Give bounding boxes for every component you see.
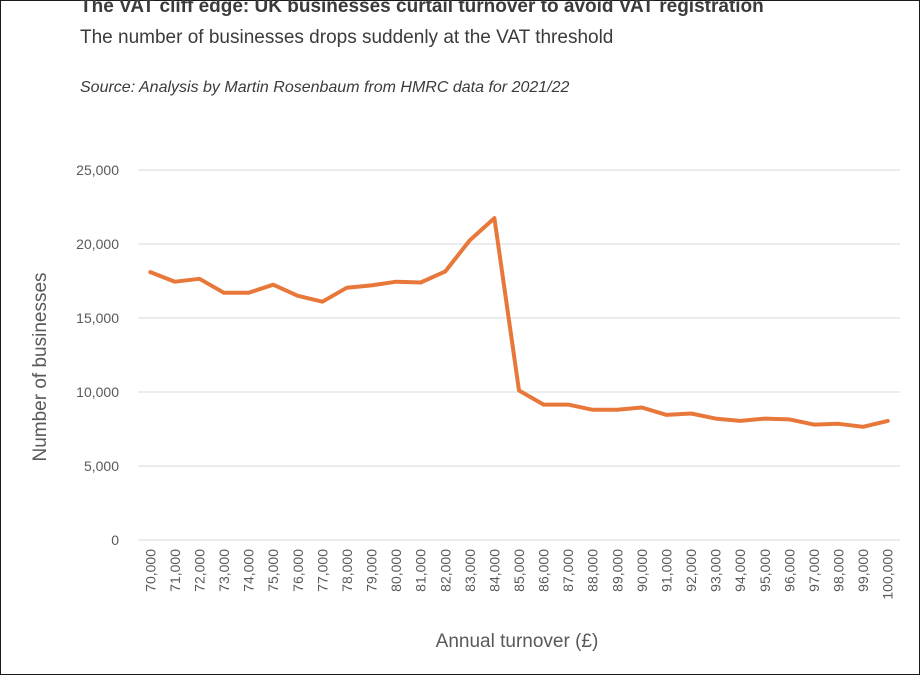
gridlines [138, 169, 900, 541]
x-tick-label: 71,000 [167, 549, 183, 592]
series-layer [148, 216, 890, 429]
series-line [148, 216, 890, 429]
data-point [419, 280, 423, 284]
data-point [197, 277, 201, 281]
data-point [837, 422, 841, 426]
y-tick-label: 5,000 [84, 458, 119, 474]
x-tick-label: 83,000 [462, 549, 478, 592]
y-tick-label: 15,000 [76, 310, 119, 326]
x-tick-label: 94,000 [732, 549, 748, 592]
x-tick-label: 78,000 [339, 549, 355, 592]
y-tick-label: 25,000 [76, 162, 119, 178]
data-point [443, 269, 447, 273]
x-tick-label: 80,000 [388, 549, 404, 592]
x-tick-label: 90,000 [634, 549, 650, 592]
x-tick-label: 98,000 [831, 549, 847, 592]
x-tick-label: 100,000 [880, 549, 896, 600]
data-point [271, 283, 275, 287]
data-point [296, 294, 300, 298]
data-point [320, 300, 324, 304]
x-tick-label: 75,000 [265, 549, 281, 592]
x-tick-label: 91,000 [658, 549, 674, 592]
x-axis-ticks: 70,000 71,000 72,000 73,000 74,000 75,000 76,0… [142, 549, 895, 600]
data-point [468, 238, 472, 242]
x-tick-label: 87,000 [560, 549, 576, 592]
data-point [689, 411, 693, 415]
chart-title: The VAT cliff edge: UK businesses curtai… [80, 0, 764, 17]
data-point [664, 413, 668, 417]
data-point [763, 417, 767, 421]
y-tick-label: 20,000 [76, 236, 119, 252]
chart-source: Source: Analysis by Martin Rosenbaum fro… [80, 79, 570, 96]
data-point [542, 403, 546, 407]
data-point [566, 403, 570, 407]
data-point [640, 406, 644, 410]
x-tick-label: 85,000 [511, 549, 527, 592]
x-tick-label: 95,000 [757, 549, 773, 592]
data-point [173, 280, 177, 284]
data-point [148, 270, 152, 274]
x-tick-label: 73,000 [216, 549, 232, 592]
data-point [591, 408, 595, 412]
x-tick-label: 70,000 [142, 549, 158, 592]
x-axis-title: Annual turnover (£) [436, 631, 599, 652]
data-point [222, 291, 226, 295]
chart-subtitle: The number of businesses drops suddenly … [80, 27, 614, 48]
data-point [886, 419, 890, 423]
y-axis-ticks: 0 5,000 10,000 15,000 20,000 25,000 [76, 162, 119, 548]
x-tick-label: 96,000 [781, 549, 797, 592]
data-point [812, 423, 816, 427]
x-tick-label: 72,000 [191, 549, 207, 592]
data-point [517, 389, 521, 393]
y-tick-label: 10,000 [76, 384, 119, 400]
x-tick-label: 82,000 [437, 549, 453, 592]
data-point [370, 283, 374, 287]
x-tick-label: 77,000 [314, 549, 330, 592]
y-axis-title: Number of businesses [30, 272, 51, 461]
data-point [738, 419, 742, 423]
y-tick-label: 0 [111, 532, 119, 548]
x-tick-label: 84,000 [486, 549, 502, 592]
data-point [345, 286, 349, 290]
x-tick-label: 89,000 [609, 549, 625, 592]
x-tick-label: 99,000 [855, 549, 871, 592]
x-tick-label: 81,000 [413, 549, 429, 592]
data-point [787, 417, 791, 421]
x-tick-label: 88,000 [585, 549, 601, 592]
data-point [714, 417, 718, 421]
x-tick-label: 97,000 [806, 549, 822, 592]
x-tick-label: 86,000 [536, 549, 552, 592]
data-point [394, 280, 398, 284]
data-point [615, 408, 619, 412]
data-point [861, 425, 865, 429]
x-tick-label: 79,000 [364, 549, 380, 592]
data-point [492, 216, 496, 220]
x-tick-label: 92,000 [683, 549, 699, 592]
x-tick-label: 76,000 [290, 549, 306, 592]
data-point [247, 291, 251, 295]
x-tick-label: 74,000 [241, 549, 257, 592]
x-tick-label: 93,000 [708, 549, 724, 592]
